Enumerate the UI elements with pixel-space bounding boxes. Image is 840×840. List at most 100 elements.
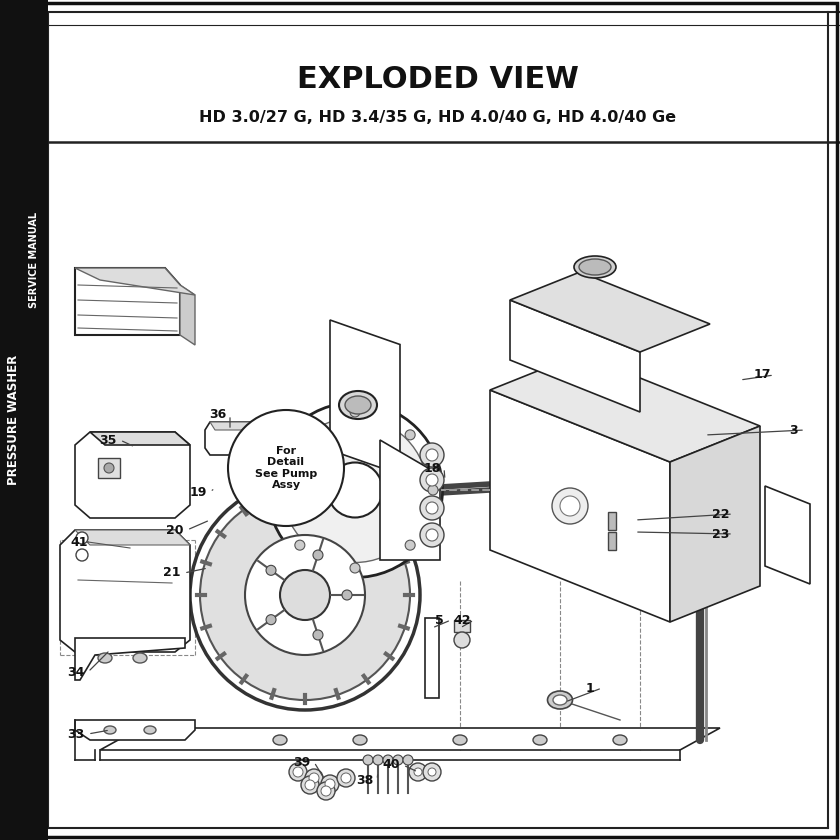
Ellipse shape	[200, 490, 410, 700]
Ellipse shape	[533, 735, 547, 745]
Circle shape	[426, 449, 438, 461]
Text: 22: 22	[712, 507, 730, 521]
Polygon shape	[180, 285, 195, 345]
Circle shape	[301, 776, 319, 794]
Circle shape	[313, 630, 323, 640]
Text: 42: 42	[454, 613, 470, 627]
Circle shape	[321, 775, 339, 793]
Circle shape	[409, 763, 427, 781]
Circle shape	[426, 502, 438, 514]
Circle shape	[363, 755, 373, 765]
Polygon shape	[210, 422, 315, 430]
Ellipse shape	[273, 735, 287, 745]
Text: PRESSURE WASHER: PRESSURE WASHER	[8, 354, 20, 486]
Ellipse shape	[190, 480, 420, 710]
Polygon shape	[75, 268, 195, 295]
Polygon shape	[205, 422, 315, 455]
Circle shape	[313, 550, 323, 560]
Ellipse shape	[548, 691, 573, 709]
Ellipse shape	[353, 735, 367, 745]
Text: 34: 34	[67, 665, 85, 679]
Circle shape	[420, 468, 444, 492]
Text: EXPLODED VIEW: EXPLODED VIEW	[297, 66, 579, 94]
Circle shape	[403, 755, 413, 765]
Ellipse shape	[599, 401, 617, 419]
Circle shape	[405, 430, 415, 440]
Text: 21: 21	[163, 566, 181, 580]
Ellipse shape	[579, 259, 611, 275]
Polygon shape	[510, 300, 640, 412]
Circle shape	[289, 763, 307, 781]
Polygon shape	[510, 272, 710, 352]
Circle shape	[256, 434, 264, 442]
Bar	[454, 620, 470, 632]
Circle shape	[405, 540, 415, 550]
Bar	[425, 618, 439, 698]
Circle shape	[337, 769, 355, 787]
Circle shape	[305, 769, 323, 787]
Circle shape	[104, 463, 114, 473]
Circle shape	[383, 755, 393, 765]
Circle shape	[454, 632, 470, 648]
Text: 39: 39	[293, 755, 311, 769]
Circle shape	[426, 529, 438, 541]
Circle shape	[309, 773, 319, 783]
Ellipse shape	[104, 726, 116, 734]
Circle shape	[305, 780, 315, 790]
Polygon shape	[75, 268, 180, 335]
Ellipse shape	[339, 391, 377, 419]
Polygon shape	[75, 432, 190, 518]
Text: 20: 20	[166, 523, 184, 537]
Text: 41: 41	[71, 536, 87, 549]
Ellipse shape	[553, 695, 567, 705]
Polygon shape	[330, 320, 400, 475]
Circle shape	[295, 430, 305, 440]
Bar	[98, 458, 120, 478]
Ellipse shape	[453, 735, 467, 745]
Circle shape	[393, 755, 403, 765]
Polygon shape	[60, 530, 190, 652]
Text: 33: 33	[67, 727, 85, 741]
Circle shape	[266, 615, 276, 625]
Bar	[608, 532, 616, 550]
Polygon shape	[490, 390, 670, 622]
Circle shape	[317, 782, 335, 800]
Circle shape	[295, 540, 305, 550]
Polygon shape	[90, 432, 190, 445]
Ellipse shape	[345, 396, 371, 414]
Text: 3: 3	[789, 423, 797, 437]
Text: 18: 18	[423, 461, 441, 475]
Text: For
Detail
See Pump
Assy: For Detail See Pump Assy	[255, 445, 318, 491]
Text: 40: 40	[382, 759, 400, 771]
Circle shape	[350, 563, 360, 573]
Polygon shape	[75, 530, 190, 545]
Ellipse shape	[328, 463, 382, 517]
Circle shape	[414, 768, 422, 776]
Circle shape	[266, 565, 276, 575]
Circle shape	[428, 768, 436, 776]
Polygon shape	[765, 486, 810, 584]
Ellipse shape	[267, 402, 443, 578]
Ellipse shape	[144, 726, 156, 734]
Polygon shape	[380, 440, 440, 560]
Circle shape	[420, 443, 444, 467]
Circle shape	[560, 496, 580, 516]
Circle shape	[293, 767, 303, 777]
Bar	[0, 0, 48, 840]
Text: SERVICE MANUAL: SERVICE MANUAL	[29, 212, 39, 308]
Polygon shape	[75, 638, 185, 680]
Text: 19: 19	[189, 486, 207, 498]
Bar	[608, 512, 616, 530]
Ellipse shape	[282, 417, 428, 563]
Circle shape	[272, 485, 282, 495]
Circle shape	[426, 474, 438, 486]
Text: 23: 23	[712, 528, 730, 540]
Text: 5: 5	[434, 613, 444, 627]
Text: 17: 17	[753, 369, 771, 381]
Text: 38: 38	[356, 774, 374, 786]
Circle shape	[342, 590, 352, 600]
Circle shape	[321, 786, 331, 796]
Text: 1: 1	[585, 681, 595, 695]
Circle shape	[420, 496, 444, 520]
Circle shape	[428, 485, 438, 495]
